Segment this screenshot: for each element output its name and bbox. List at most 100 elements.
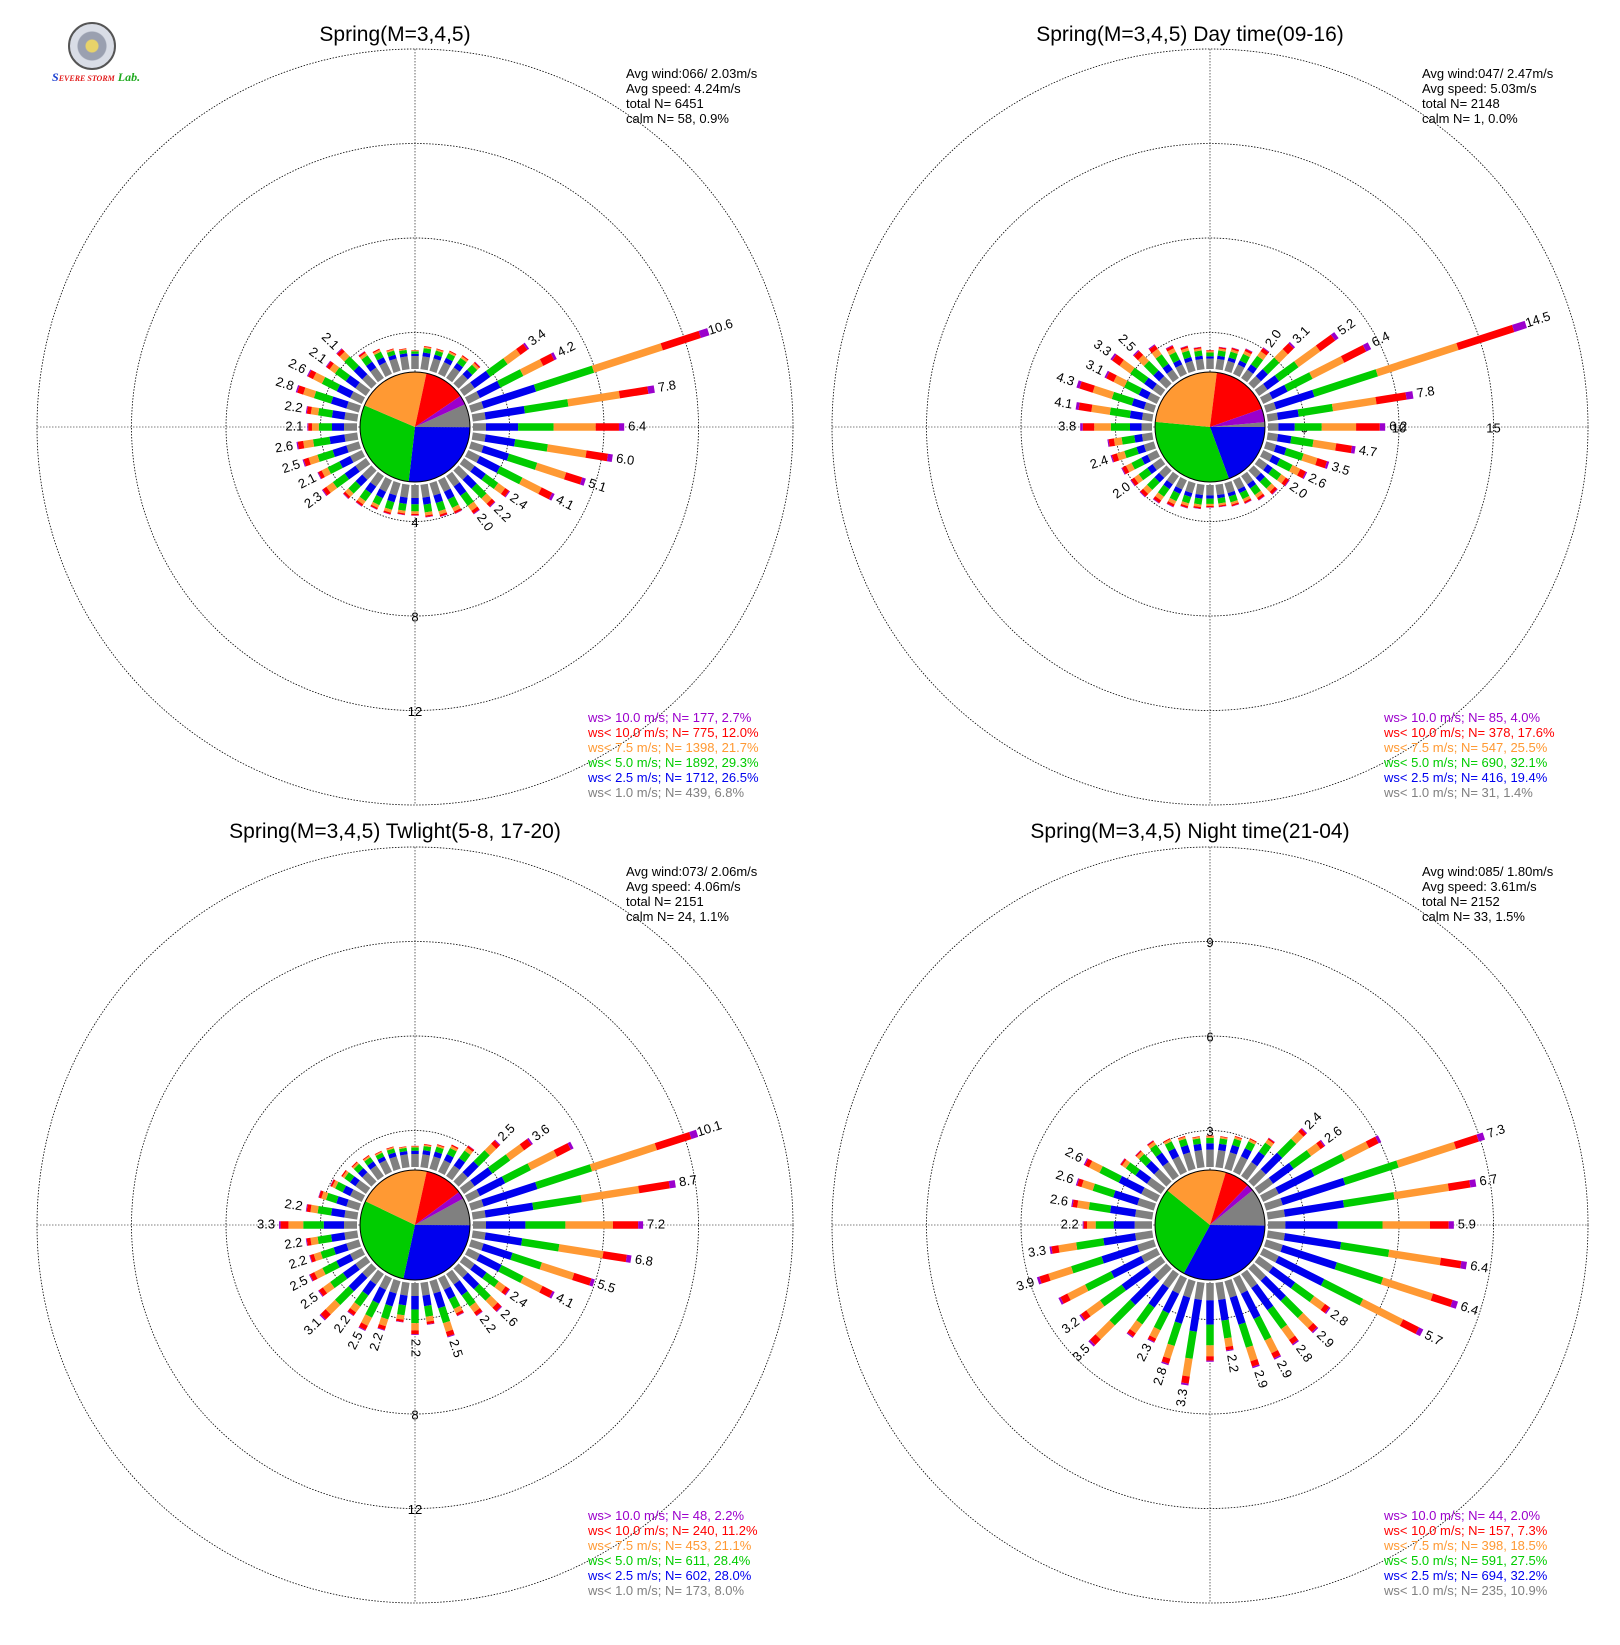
sector-bar-segment: [1077, 1242, 1104, 1246]
sector-bar-segment: [447, 1156, 450, 1162]
sector-bar-segment: [1513, 324, 1526, 328]
sector-bar-segment: [323, 380, 338, 388]
sector-bar-segment: [656, 1136, 690, 1147]
sector-bar-segment: [1150, 1143, 1151, 1144]
sector-bar-segment: [1254, 1286, 1270, 1308]
sector-bar-segment: [375, 504, 376, 507]
calm-segment: [470, 445, 482, 449]
calm-segment: [383, 364, 389, 376]
sector-bar-segment: [1166, 1292, 1176, 1312]
sector-bar-segment: [1235, 349, 1236, 351]
stats-line: Avg speed: 3.61m/s: [1422, 879, 1537, 894]
sector-bar-segment: [457, 510, 458, 512]
sector-total-label: 2.6: [1063, 1144, 1086, 1166]
sector-bar-segment: [1128, 1165, 1138, 1172]
calm-segment: [347, 445, 359, 449]
sector-bar-segment: [1140, 391, 1149, 395]
sector-bar-segment: [362, 354, 363, 355]
sector-total-label: 2.6: [1054, 1167, 1076, 1187]
sector-bar-segment: [483, 449, 508, 457]
sector-bar-segment: [1277, 352, 1285, 360]
calm-segment: [1162, 468, 1169, 475]
calm-segment: [424, 484, 426, 497]
calm-segment: [472, 1214, 485, 1216]
sector-bar-segment: [401, 1305, 403, 1315]
sector-total-label: 2.1: [285, 418, 303, 433]
sector-bar-segment: [438, 352, 439, 356]
calm-segment: [1157, 1172, 1169, 1184]
sector-bar-segment: [555, 1146, 569, 1153]
calm-segment: [1136, 1213, 1153, 1216]
sector-bar-segment: [447, 490, 451, 498]
calm-segment: [1244, 1164, 1254, 1178]
sector-bar-segment: [1332, 401, 1376, 408]
sector-bar-segment: [1113, 1259, 1143, 1274]
calm-segment: [358, 1259, 369, 1267]
stats-line: Avg speed: 4.24m/s: [626, 81, 741, 96]
sector-total-label: 3.1: [301, 1315, 324, 1338]
sector-bar-segment: [478, 1257, 500, 1268]
calm-segment: [404, 357, 406, 370]
sector-bar-segment: [1268, 1142, 1270, 1145]
sector-bar-segment: [348, 491, 351, 494]
calm-segment: [1138, 1243, 1154, 1248]
calm-segment: [393, 482, 397, 494]
sector-bar-segment: [1232, 353, 1234, 359]
sector-bar-segment: [1382, 1281, 1432, 1297]
sector-total-label: 2.6: [1049, 1191, 1069, 1209]
sector-bar-segment: [330, 438, 345, 440]
sector-bar-segment: [1236, 1140, 1238, 1146]
sector-bar-segment: [376, 497, 380, 504]
sector-bar-segment: [347, 359, 356, 368]
sector-total-label: 6.7: [1478, 1171, 1498, 1189]
sector-bar-segment: [381, 1158, 383, 1162]
sector-bar-segment: [1318, 338, 1333, 349]
sector-bar-segment: [1417, 1331, 1421, 1333]
calm-segment: [1228, 1153, 1233, 1169]
calm-segment: [1257, 461, 1265, 467]
sector-bar-segment: [1111, 1209, 1136, 1213]
sector-bar-segment: [1298, 408, 1332, 413]
sector-bar-segment: [323, 471, 329, 474]
calm-segment: [433, 1280, 437, 1292]
calm-segment: [1142, 416, 1152, 418]
sector-bar-segment: [465, 1164, 476, 1175]
sector-bar-segment: [536, 466, 565, 475]
sector-bar-segment: [1185, 349, 1186, 352]
sector-bar-segment: [1291, 345, 1292, 346]
sector-bar-segment: [487, 1146, 493, 1152]
sector-bar-segment: [367, 1159, 370, 1163]
sector-bar-segment: [1049, 1270, 1072, 1277]
university-seal-icon: [68, 22, 116, 70]
sector-bar-segment: [1150, 480, 1158, 488]
sector-bar-segment: [1138, 1172, 1149, 1180]
sector-bar-segment: [1269, 486, 1272, 489]
calm-segment: [1149, 396, 1158, 401]
sector-bar-segment: [1142, 494, 1143, 495]
calm-segment: [358, 385, 369, 393]
sector-bar-segment: [700, 332, 709, 335]
calm-segment: [1262, 396, 1271, 401]
sector-bar-segment: [332, 1236, 345, 1238]
sector-bar-segment: [1221, 351, 1222, 356]
sector-bar-segment: [485, 1206, 533, 1214]
sector-bar-segment: [1159, 356, 1166, 366]
calm-segment: [393, 1157, 397, 1169]
calm-segment: [347, 1243, 359, 1247]
sector-bar-segment: [1167, 1345, 1171, 1358]
sector-bar-segment: [369, 364, 373, 370]
sector-bar-segment: [324, 492, 325, 493]
sector-bar-segment: [320, 1293, 321, 1294]
sector-bar-segment: [358, 477, 365, 484]
calm-segment: [1265, 406, 1275, 409]
stats-line: Avg wind:085/ 1.80m/s: [1422, 864, 1554, 879]
sector-bar-segment: [1262, 1145, 1268, 1154]
sector-bar-segment: [328, 1302, 337, 1311]
sector-total-label: 2.6: [274, 438, 294, 456]
legend-entry: ws< 5.0 m/s; N= 591, 27.5%: [1383, 1553, 1548, 1568]
sector-bar-segment: [1291, 468, 1299, 472]
sector-bar-segment: [1171, 350, 1173, 354]
sector-total-label: 3.1: [1289, 323, 1312, 346]
sector-bar-segment: [690, 1133, 697, 1135]
sector-bar-segment: [1182, 1138, 1183, 1140]
